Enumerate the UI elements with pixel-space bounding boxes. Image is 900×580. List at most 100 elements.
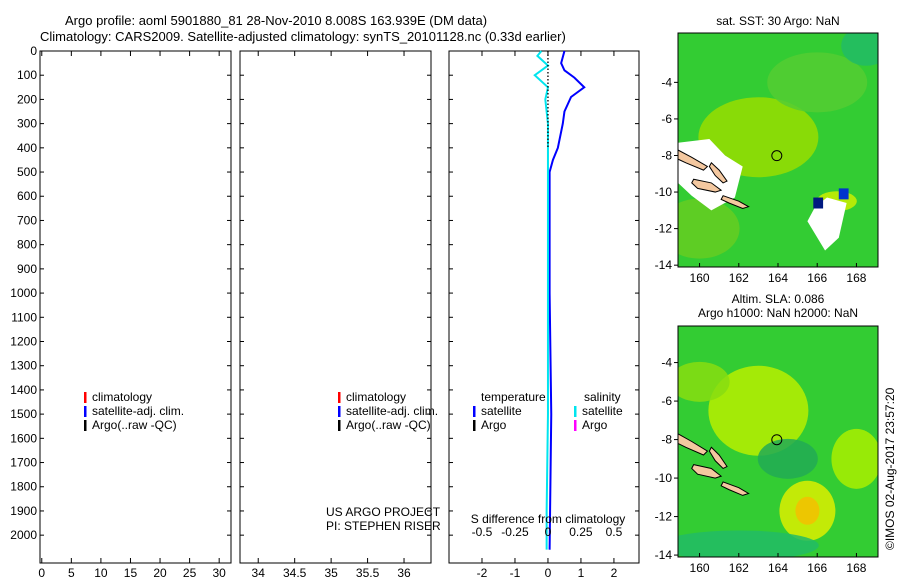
- y-tick-label: 800: [17, 238, 37, 252]
- x-tick-label: 20: [153, 566, 167, 580]
- s-tick-label: 0.25: [569, 525, 593, 539]
- lat-tick-label: -10: [655, 185, 673, 199]
- field-patch: [831, 428, 878, 489]
- sst-map-title: sat. SST: 30 Argo: NaN: [716, 14, 839, 28]
- x-tick-label: 36: [397, 566, 411, 580]
- legend-swatch: [473, 420, 476, 431]
- field-patch: [757, 438, 818, 479]
- argo-location-marker: [771, 434, 783, 446]
- field-patch: [767, 52, 868, 113]
- lon-tick-label: 160: [690, 271, 710, 285]
- mask-patch: [813, 197, 824, 209]
- sst-map: 160 162 164 166 168 -4 -6 -8 -10 -12 -14 sat. SST: …: [655, 14, 879, 285]
- legend-label: satellite-adj. clim.: [346, 404, 438, 418]
- legend-label: satellite-adj. clim.: [92, 404, 184, 418]
- legend-label: Argo(..raw -QC): [346, 418, 431, 432]
- legend-swatch: [84, 406, 87, 417]
- lon-tick-label: 164: [768, 561, 788, 575]
- lat-tick-label: -10: [655, 471, 673, 485]
- legend-label: Argo: [582, 418, 608, 432]
- island: [678, 149, 709, 171]
- y-tick-label: 400: [17, 141, 37, 155]
- plot-frame: [239, 50, 432, 564]
- island: [720, 195, 750, 210]
- lon-tick-label: 162: [729, 271, 749, 285]
- lon-tick-label: 164: [768, 271, 788, 285]
- field-patch: [678, 530, 819, 557]
- mask-patch: [678, 139, 743, 211]
- x-tick-label: 30: [212, 566, 226, 580]
- x-tick-label: 25: [183, 566, 197, 580]
- legend-header: salinity: [584, 390, 621, 404]
- y-tick-label: 2000: [10, 528, 37, 542]
- x-tick-label: 10: [94, 566, 108, 580]
- mask-patch: [838, 188, 849, 200]
- x-tick-label: 34: [252, 566, 266, 580]
- map-field: [678, 326, 878, 557]
- map-field: [678, 33, 878, 267]
- title-line-2: Climatology: CARS2009. Satellite-adjuste…: [40, 29, 566, 44]
- x-tick-label: 34.5: [283, 566, 307, 580]
- island: [678, 433, 709, 456]
- lon-tick-label: 166: [807, 561, 827, 575]
- island: [720, 481, 750, 496]
- s-tick-label: -0.25: [501, 525, 529, 539]
- lat-tick-label: -14: [655, 258, 673, 272]
- salinity-panel: 3434.53535.536salinityclimatologysatelli…: [239, 50, 441, 580]
- project-annotation: PI: STEPHEN RISER: [326, 519, 441, 533]
- legend-label: Argo: [481, 418, 507, 432]
- project-annotation: US ARGO PROJECT: [326, 505, 441, 519]
- y-tick-label: 1600: [10, 431, 37, 445]
- lat-tick-label: -12: [655, 222, 673, 236]
- field-patch: [698, 97, 819, 178]
- x-tick-label: 0: [545, 566, 552, 580]
- difference-panel: -2-1012T difference from climatology-0.5…: [448, 50, 640, 580]
- y-tick-label: 1400: [10, 383, 37, 397]
- imos-credit: ©IMOS 02-Aug-2017 23:57:20: [883, 387, 897, 550]
- y-tick-label: 500: [17, 165, 37, 179]
- lon-tick-label: 168: [846, 271, 866, 285]
- x-tick-label: -2: [477, 566, 488, 580]
- legend-header: temperature: [481, 390, 546, 404]
- legend-swatch: [574, 420, 577, 431]
- field-patch: [841, 33, 878, 66]
- y-tick-label: 1300: [10, 359, 37, 373]
- lat-tick-label: -6: [661, 394, 672, 408]
- lat-tick-label: -4: [661, 356, 672, 370]
- lon-tick-label: 168: [846, 561, 866, 575]
- y-tick-label: 1100: [11, 310, 37, 324]
- lat-tick-label: -12: [655, 510, 673, 524]
- y-tick-label: 1000: [10, 286, 37, 300]
- s-tick-label: 0.5: [606, 525, 623, 539]
- field-patch: [678, 198, 740, 259]
- s-tick-label: 0: [545, 525, 552, 539]
- y-tick-label: 1800: [10, 480, 37, 494]
- legend-label: climatology: [346, 390, 406, 404]
- lat-tick-label: -8: [661, 148, 672, 162]
- lat-tick-label: -14: [655, 548, 673, 562]
- legend-label: satellite: [582, 404, 623, 418]
- x-tick-label: -1: [510, 566, 521, 580]
- legend-swatch: [338, 420, 341, 431]
- field-patch: [795, 496, 820, 525]
- lon-tick-label: 162: [729, 561, 749, 575]
- y-tick-label: 1500: [10, 407, 37, 421]
- legend-label: climatology: [92, 390, 152, 404]
- legend-swatch: [84, 420, 87, 431]
- lon-tick-label: 160: [690, 561, 710, 575]
- x-tick-label: 5: [68, 566, 75, 580]
- mask-patch: [807, 197, 847, 251]
- series-t-satellite: [548, 50, 586, 550]
- y-tick-label: 600: [17, 189, 37, 203]
- lon-tick-label: 166: [807, 271, 827, 285]
- y-tick-label: 0: [30, 44, 37, 58]
- y-tick-label: 900: [17, 262, 37, 276]
- argo-location-marker: [771, 150, 783, 162]
- y-tick-label: 100: [17, 68, 37, 82]
- legend-swatch: [473, 406, 476, 417]
- sla-map: 160 162 164 166 168 -4 -6 -8 -10 -12 -14 Altim. SLA…: [655, 292, 879, 575]
- x-tick-label: 35.5: [356, 566, 380, 580]
- y-tick-label: 1700: [10, 456, 37, 470]
